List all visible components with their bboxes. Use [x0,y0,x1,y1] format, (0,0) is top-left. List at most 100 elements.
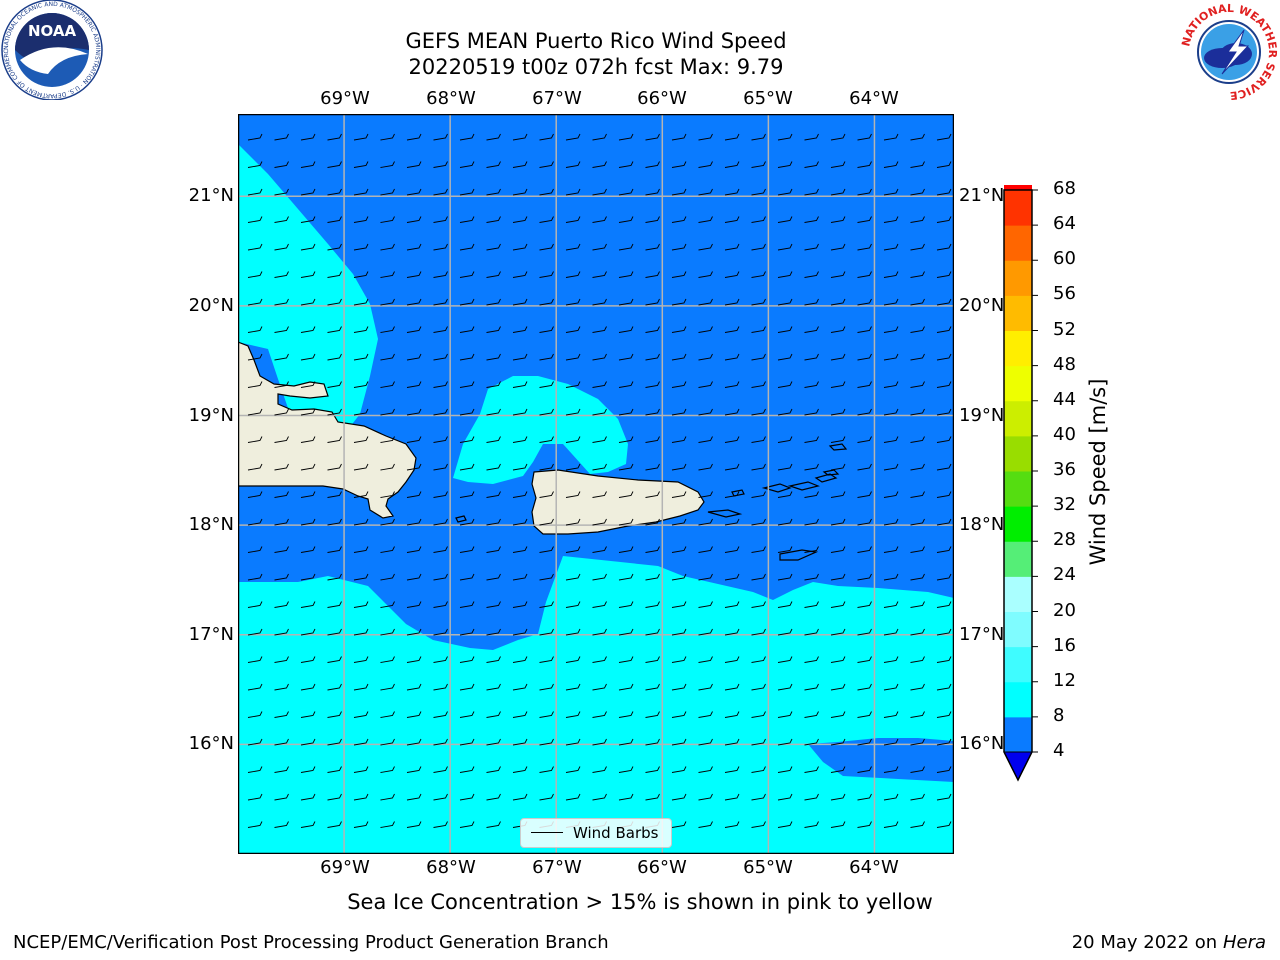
wind-barb [512,436,528,443]
wind-barb [327,161,342,168]
wind-barb [645,683,660,691]
wind-barb [327,271,342,278]
wind-barb [406,216,422,223]
lat-label-right-20n: 20°N [959,295,1005,316]
wind-barb [618,408,634,416]
wind-speed-map [238,114,954,854]
wind-barb [830,133,846,141]
wind-barb [618,491,634,498]
wind-barb [751,573,766,581]
wind-barb [645,546,660,553]
wind-barbs-legend: Wind Barbs [520,818,672,848]
wind-barb [247,216,263,223]
wind-barb [327,408,342,416]
wind-barb [592,766,607,773]
wind-barb [777,216,793,223]
wind-barb [910,656,925,663]
wind-barb [645,601,660,608]
wind-barb [883,656,899,663]
wind-barb [645,738,660,746]
wind-barb [804,546,819,553]
wind-barb [857,133,872,141]
wind-barb [274,491,289,498]
wind-barb [300,133,316,141]
wind-barb [406,408,422,416]
wind-barb [512,518,528,526]
wind-barb [512,793,528,801]
wind-barb [777,326,793,333]
wind-barb [380,353,395,361]
wind-barb [327,381,342,388]
wind-barb [300,326,316,333]
wind-barb [274,408,289,416]
wind-barb [830,546,846,553]
wind-barb [592,793,607,801]
wind-barb [327,133,342,141]
wind-barb [486,353,501,361]
colorbar-segment [1004,611,1032,648]
wind-barb [698,161,713,168]
wind-barb [910,381,925,388]
wind-barb [565,326,581,333]
wind-barb [857,188,872,196]
wind-barb [512,271,528,278]
wind-barb [274,683,289,691]
wind-barb [883,628,899,636]
wind-barb [777,463,793,471]
wind-barb [777,683,793,691]
wind-barb [883,188,899,196]
wind-barb [724,518,740,526]
wind-barb [327,518,342,526]
wind-barb [592,133,607,141]
wind-barb [645,656,660,663]
wind-barb [857,711,872,718]
wind-barb [830,436,846,443]
wind-barb [327,573,342,581]
wind-barb [883,711,899,718]
wind-barb [380,601,395,608]
wind-barb [486,518,501,526]
wind-barb [724,298,740,306]
wind-barb [300,463,316,471]
wind-barb [406,573,422,581]
wind-barb [671,766,687,773]
wind-barb [698,601,713,608]
wind-barb [910,326,925,333]
footer-machine: Hera [1222,932,1266,953]
wind-barb [459,628,475,636]
wind-barb [645,133,660,141]
wind-barb [486,133,501,141]
wind-barb [274,573,289,581]
wind-barb [618,601,634,608]
wind-barb [936,573,952,581]
wind-barb [883,601,899,608]
colorbar-segment [1004,365,1032,402]
wind-barb [857,381,872,388]
wind-barb [486,628,501,636]
wind-barb [433,793,448,801]
wind-barb [724,766,740,773]
wind-barb [433,353,448,361]
wind-barb [618,436,634,443]
wind-barb [698,243,713,251]
wind-barb [910,738,925,746]
wind-barb [327,628,342,636]
wind-barb [698,793,713,801]
wind-barb [671,408,687,416]
lat-label-left-16n: 16°N [188,733,234,754]
wind-barb [804,766,819,773]
wind-barb [274,711,289,718]
wind-barb [486,656,501,663]
wind-barb [724,683,740,691]
wind-barb [433,518,448,526]
wind-barb [671,821,687,828]
wind-barb [433,821,448,828]
noaa-logo-text: NOAA [28,22,77,40]
colorbar-segment [1004,190,1032,226]
wind-barb [274,188,289,196]
wind-barb [751,518,766,526]
wind-barb [565,463,581,471]
wind-barb [406,766,422,773]
lon-label-top-67w: 67°W [532,88,582,109]
wind-barb [804,133,819,141]
